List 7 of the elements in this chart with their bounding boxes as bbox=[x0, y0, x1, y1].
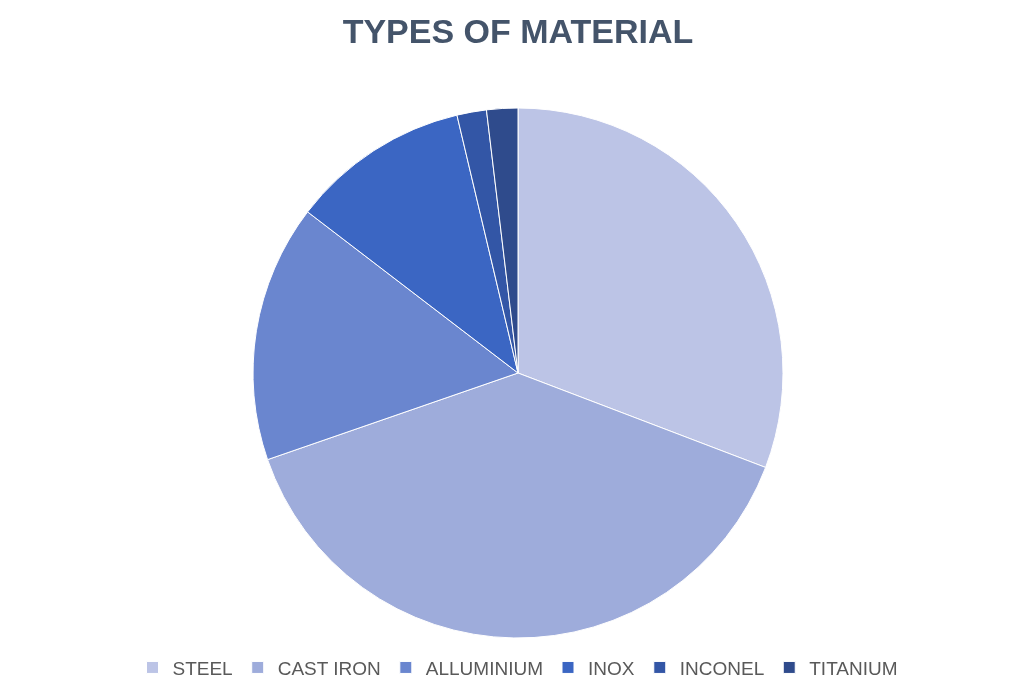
legend-label: INCONEL bbox=[679, 657, 765, 679]
legend-label: ALLUMINIUM bbox=[425, 657, 543, 679]
legend-label: STEEL bbox=[172, 657, 233, 679]
chart-title: TYPES OF MATERIAL bbox=[342, 12, 694, 51]
legend-label: CAST IRON bbox=[277, 657, 381, 679]
legend-label: TITANIUM bbox=[809, 657, 898, 679]
legend-label: INOX bbox=[588, 657, 635, 679]
